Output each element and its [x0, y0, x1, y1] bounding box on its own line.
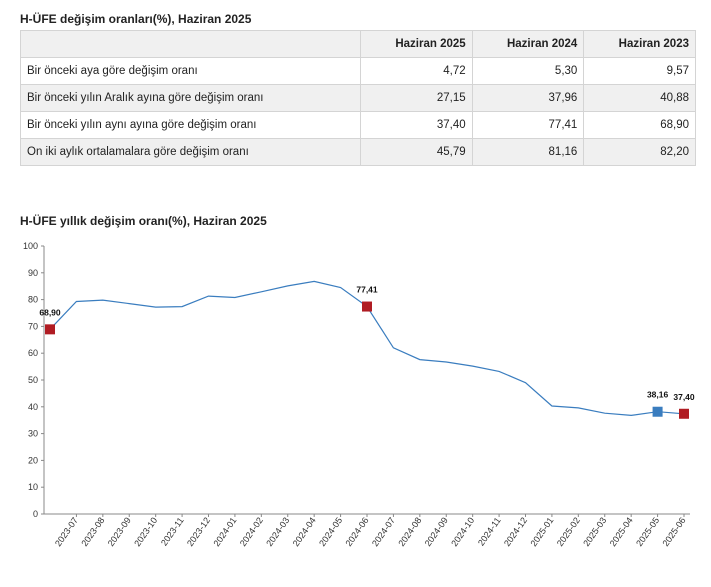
x-tick-label: 2025-04 [608, 515, 635, 548]
x-tick-label: 2024-01 [211, 515, 238, 548]
y-tick-label: 10 [28, 482, 38, 492]
x-tick-label: 2024-02 [238, 515, 265, 548]
table-row: Bir önceki yılın aynı ayına göre değişim… [20, 111, 696, 139]
x-tick-label: 2023-09 [106, 515, 133, 548]
header-haziran-2023: Haziran 2023 [583, 30, 696, 58]
x-tick-label: 2025-05 [634, 515, 661, 548]
y-tick-label: 50 [28, 375, 38, 385]
highlight-marker [362, 301, 372, 312]
series-line [49, 280, 685, 417]
highlight-markers: 68,90 77,41 38,16 37,40 [39, 285, 695, 419]
x-tick-label: 2024-09 [423, 515, 450, 548]
x-tick-label: 2025-06 [661, 515, 688, 548]
cell-value: 37,96 [471, 84, 585, 112]
x-tick-label: 2024-07 [370, 515, 397, 548]
x-tick-label: 2023-07 [53, 515, 80, 548]
table-row: Bir önceki yılın Aralık ayına göre değiş… [20, 84, 696, 112]
change-rates-table: Haziran 2025 Haziran 2024 Haziran 2023 B… [20, 30, 696, 166]
x-tick-label: 2023-08 [79, 515, 106, 548]
y-tick-label: 20 [28, 455, 38, 465]
cell-value: 4,72 [360, 57, 473, 85]
cell-value: 9,57 [583, 57, 696, 85]
cell-value: 40,88 [583, 84, 696, 112]
header-empty [20, 30, 361, 58]
data-label: 37,40 [673, 392, 695, 402]
row-label: On iki aylık ortalamalara göre değişim o… [20, 138, 361, 166]
y-tick-label: 60 [28, 348, 38, 358]
x-tick-label: 2023-12 [185, 515, 212, 548]
x-tick-label: 2024-06 [344, 515, 371, 548]
y-tick-label: 90 [28, 268, 38, 278]
data-label: 77,41 [356, 285, 378, 295]
x-tick-label: 2025-03 [581, 515, 608, 548]
chart-title: H-ÜFE yıllık değişim oranı(%), Haziran 2… [20, 214, 267, 228]
series-polyline [49, 280, 685, 417]
highlight-marker [652, 406, 663, 417]
x-tick-label: 2025-01 [528, 515, 555, 548]
x-tick-label: 2024-04 [291, 515, 318, 548]
data-label: 38,16 [647, 390, 669, 400]
table-header-row: Haziran 2025 Haziran 2024 Haziran 2023 [20, 30, 696, 58]
x-tick-label: 2024-12 [502, 515, 529, 548]
x-tick-label: 2023-10 [132, 515, 159, 548]
x-tick-label: 2024-11 [476, 515, 503, 547]
x-tick-label: 2024-08 [396, 515, 423, 548]
highlight-marker [679, 408, 689, 419]
x-tick-label: 2025-02 [555, 515, 582, 548]
x-tick-label: 2023-11 [159, 515, 186, 547]
y-tick-label: 100 [23, 241, 38, 251]
cell-value: 81,16 [471, 138, 585, 166]
table-row: On iki aylık ortalamalara göre değişim o… [20, 138, 696, 166]
x-tick-label: 2024-10 [449, 515, 476, 548]
y-tick-label: 30 [28, 429, 38, 439]
x-axis: 2023-07 2023-08 2023-09 2023-10 2023-11 2023-… [44, 513, 690, 548]
data-label: 68,90 [39, 307, 61, 317]
header-haziran-2025: Haziran 2025 [360, 30, 473, 58]
cell-value: 77,41 [471, 111, 585, 139]
y-tick-label: 40 [28, 402, 38, 412]
y-axis: 0 10 20 30 40 50 60 70 80 90 100 [23, 241, 45, 519]
row-label: Bir önceki aya göre değişim oranı [20, 57, 361, 85]
row-label: Bir önceki yılın Aralık ayına göre değiş… [20, 84, 361, 112]
cell-value: 37,40 [360, 111, 473, 139]
y-tick-label: 80 [28, 295, 38, 305]
x-tick-label: 2024-05 [317, 515, 344, 548]
cell-value: 82,20 [583, 138, 696, 166]
cell-value: 68,90 [583, 111, 696, 139]
y-tick-label: 0 [33, 509, 38, 519]
row-label: Bir önceki yılın aynı ayına göre değişim… [20, 111, 361, 139]
highlight-marker [45, 324, 55, 335]
cell-value: 45,79 [360, 138, 473, 166]
cell-value: 27,15 [360, 84, 473, 112]
x-tick-label: 2024-03 [264, 515, 291, 548]
header-haziran-2024: Haziran 2024 [471, 30, 585, 58]
table-row: Bir önceki aya göre değişim oranı 4,72 5… [20, 57, 696, 85]
table-title: H-ÜFE değişim oranları(%), Haziran 2025 [20, 12, 252, 26]
cell-value: 5,30 [471, 57, 585, 85]
y-tick-label: 70 [28, 321, 38, 331]
